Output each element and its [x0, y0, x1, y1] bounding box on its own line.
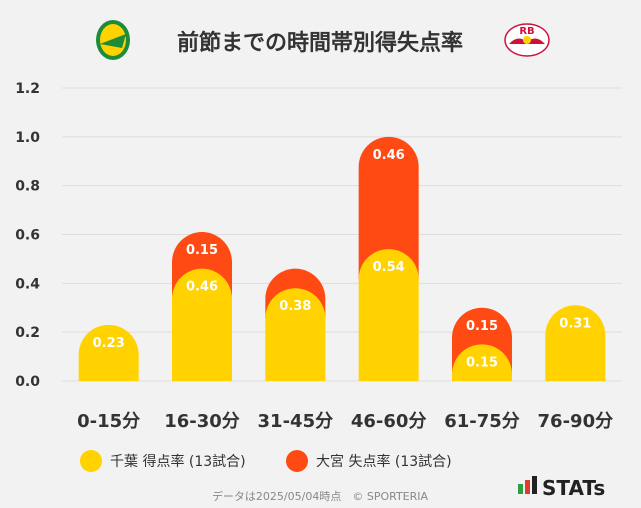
legend-home-swatch	[80, 450, 102, 472]
data-label-away: 0.15	[186, 243, 218, 258]
data-label-away: 0.15	[466, 319, 498, 334]
legend-away-label: 大宮 失点率 (13試合)	[316, 453, 452, 470]
y-tick-label: 0.0	[15, 374, 40, 390]
footer-note: データは2025/05/04時点 © SPORTERIA	[212, 489, 429, 503]
data-label-home: 0.46	[186, 280, 218, 295]
grid-lines	[62, 87, 622, 382]
x-tick-label: 0-15分	[77, 411, 140, 432]
x-tick-label: 31-45分	[258, 411, 334, 432]
y-tick-label: 0.6	[15, 228, 40, 244]
stats-brand: STATs	[542, 476, 605, 500]
x-tick-label: 61-75分	[444, 411, 520, 432]
data-label-away: 0.46	[373, 148, 405, 163]
bar-home	[358, 249, 419, 381]
x-tick-label: 76-90分	[538, 411, 614, 432]
y-tick-label: 0.8	[15, 179, 40, 195]
x-tick-label: 16-30分	[164, 411, 240, 432]
legend: 千葉 得点率 (13試合) 大宮 失点率 (13試合)	[80, 450, 452, 472]
y-tick-label: 1.0	[15, 130, 40, 146]
y-tick-label: 0.4	[15, 276, 40, 292]
legend-home-label: 千葉 得点率 (13試合)	[110, 453, 246, 470]
bar-home	[172, 268, 232, 381]
legend-away-swatch	[286, 450, 308, 472]
away-crest-text: RB	[519, 26, 534, 37]
data-label-home: 0.31	[559, 316, 591, 331]
data-labels: 0.23 0.46 0.15 0.38 0.54 0.46 0.15 0.15 0.31	[93, 148, 592, 371]
bars	[78, 136, 606, 381]
data-label-home: 0.23	[93, 336, 125, 351]
chart-title: 前節までの時間帯別得失点率	[177, 30, 463, 56]
bar-home	[78, 324, 139, 381]
data-label-home: 0.15	[466, 355, 498, 370]
home-crest-icon	[96, 20, 130, 60]
data-label-home: 0.38	[279, 299, 311, 314]
bar-away	[358, 136, 419, 280]
x-axis: 0-15分 16-30分 31-45分 46-60分 61-75分 76-90分	[77, 411, 613, 432]
bar-home	[545, 305, 606, 381]
bar-home	[265, 288, 326, 381]
data-label-home: 0.54	[373, 260, 405, 275]
away-crest-icon: RB	[504, 23, 550, 57]
stats-logo-icon	[518, 476, 537, 494]
bar-home	[452, 344, 512, 381]
y-tick-label: 1.2	[15, 81, 40, 97]
y-tick-label: 0.2	[15, 325, 40, 341]
y-axis: 0.0 0.2 0.4 0.6 0.8 1.0 1.2	[15, 81, 40, 390]
x-tick-label: 46-60分	[351, 411, 427, 432]
